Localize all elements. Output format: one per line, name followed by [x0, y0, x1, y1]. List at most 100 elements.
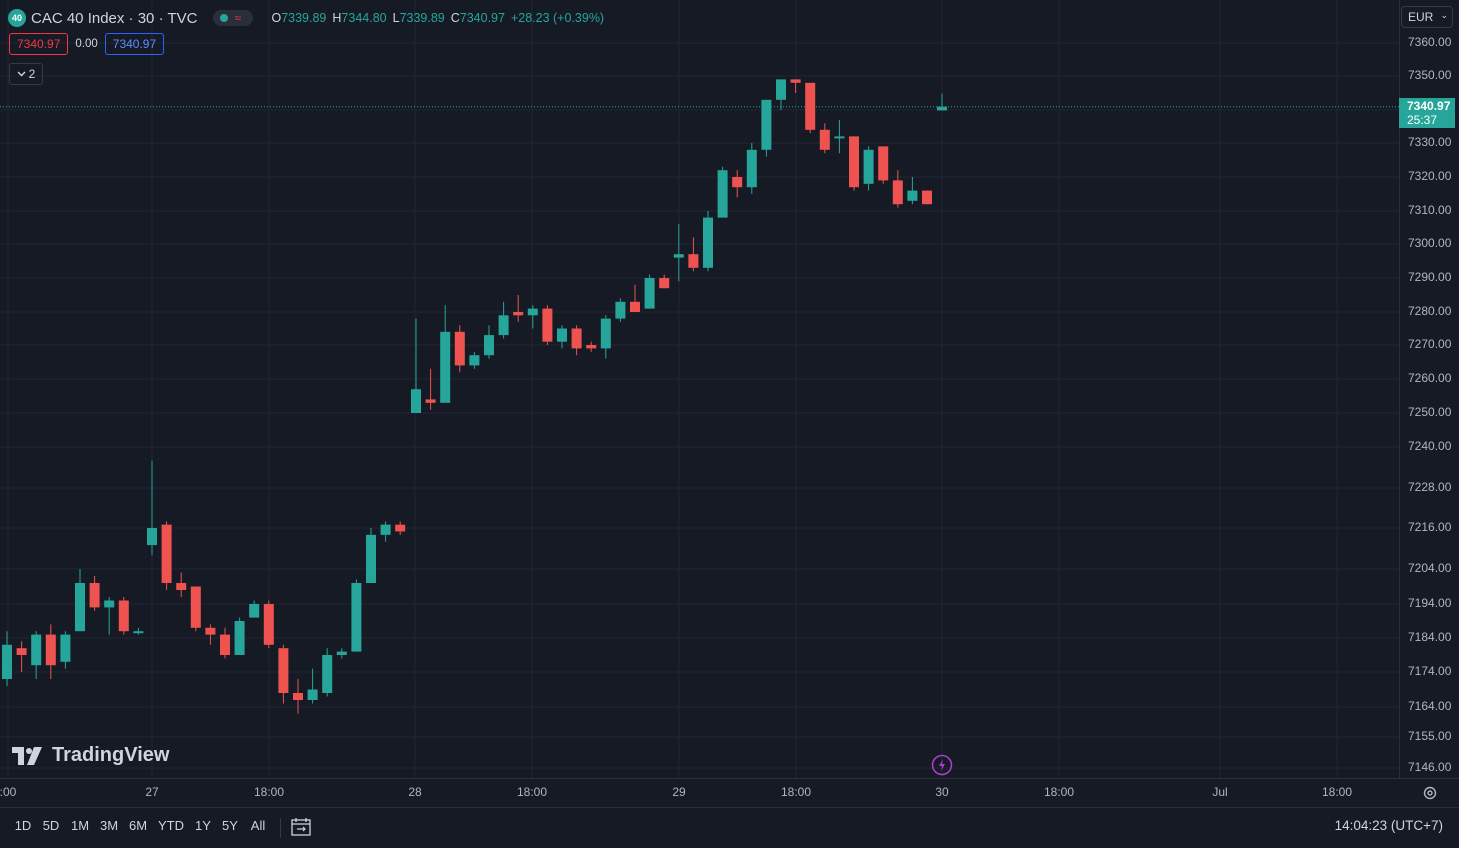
candle-body — [161, 524, 172, 583]
candle-body — [205, 627, 216, 635]
range-button-1d[interactable]: 1D — [14, 818, 32, 833]
tradingview-logo-icon — [12, 746, 42, 765]
price-tick-label: 7280.00 — [1408, 304, 1452, 318]
bar-countdown: 25:37 — [1407, 113, 1438, 127]
candle-body — [659, 278, 670, 289]
candle-body — [586, 345, 597, 349]
buy-button[interactable]: 7340.97 — [104, 33, 165, 55]
last-price-value: 7340.97 — [1407, 99, 1451, 113]
time-tick-label: 18:00 — [516, 785, 548, 799]
range-button-5y[interactable]: 5Y — [222, 818, 238, 833]
price-tick-label: 7320.00 — [1408, 169, 1452, 183]
candle-body — [118, 600, 129, 632]
price-tick-label: 7194.00 — [1408, 596, 1452, 610]
candle-body — [630, 301, 640, 312]
candle-body — [571, 328, 582, 349]
candle-body — [834, 136, 845, 139]
chart-pane[interactable] — [0, 0, 1399, 778]
candle-body — [190, 586, 201, 628]
candle-body — [498, 315, 509, 336]
candle-body — [307, 689, 318, 700]
time-tick-label: 30 — [935, 785, 949, 799]
price-tick-label: 7216.00 — [1408, 520, 1452, 534]
range-button-1y[interactable]: 1Y — [195, 818, 211, 833]
candle-body — [293, 693, 303, 700]
calendar-range-icon[interactable] — [290, 816, 312, 838]
range-button-5d[interactable]: 5D — [42, 818, 60, 833]
market-status-toggle[interactable]: ≈ — [213, 10, 254, 26]
buy-sell-panel: 7340.97 0.00 7340.97 — [9, 33, 165, 55]
candle-body — [278, 648, 289, 693]
clock-timezone[interactable]: 14:04:23 (UTC+7) — [1334, 818, 1443, 833]
toolbar-divider — [280, 818, 281, 838]
candle-body — [351, 583, 362, 652]
price-tick-label: 7250.00 — [1408, 405, 1452, 419]
time-tick-label: 18:00 — [1043, 785, 1075, 799]
market-open-dot-icon — [220, 14, 229, 22]
candle-body — [234, 621, 245, 655]
price-tick-label: 7290.00 — [1408, 270, 1452, 284]
price-tick-label: 7260.00 — [1408, 371, 1452, 385]
candle-body — [411, 389, 421, 413]
gear-icon[interactable] — [1421, 784, 1439, 802]
candle-body — [16, 648, 27, 655]
candle-body — [336, 651, 347, 655]
symbol-logo-icon: 40 — [8, 9, 26, 27]
waves-icon: ≈ — [234, 11, 242, 25]
candle-body — [104, 600, 115, 608]
candle-body — [380, 524, 391, 535]
price-tick-label: 7360.00 — [1408, 35, 1452, 49]
candle-body — [922, 190, 932, 205]
candle-body — [147, 528, 157, 546]
watermark-text: TradingView — [52, 744, 170, 766]
time-axis[interactable]: :00 27 18:00 28 18:00 29 18:00 30 18:00 Jul 18:00 — [0, 778, 1459, 807]
price-tick-label: 7300.00 — [1408, 236, 1452, 250]
tradingview-watermark[interactable]: TradingView — [12, 744, 169, 767]
price-tick-label: 7155.00 — [1408, 729, 1452, 743]
range-button-3m[interactable]: 3M — [99, 818, 119, 833]
time-tick-label: 18:00 — [253, 785, 285, 799]
time-tick-label: :00 — [0, 785, 17, 799]
high-label: H — [332, 11, 342, 25]
sell-button[interactable]: 7340.97 — [9, 33, 69, 55]
symbol-title[interactable]: CAC 40 Index · 30 · TVC — [31, 9, 198, 27]
time-tick-label: Jul — [1212, 785, 1228, 799]
currency-select[interactable]: EUR ⌄ — [1401, 6, 1453, 28]
candle-body — [600, 318, 611, 349]
price-tick-label: 7330.00 — [1408, 135, 1452, 149]
time-tick-label: 29 — [672, 785, 686, 799]
candle-body — [249, 604, 260, 618]
range-button-6m[interactable]: 6M — [128, 818, 148, 833]
candle-body — [557, 328, 567, 342]
candle-body — [863, 149, 874, 184]
change-value: +28.23 (+0.39%) — [510, 11, 605, 25]
candle-body — [484, 335, 494, 356]
symbol-legend: 40 CAC 40 Index · 30 · TVC ≈ O7339.89 H7… — [8, 7, 604, 29]
time-tick-label: 28 — [408, 785, 422, 799]
lightning-event-icon[interactable] — [931, 754, 953, 776]
range-button-ytd[interactable]: YTD — [158, 818, 184, 833]
price-tick-label: 7350.00 — [1408, 68, 1452, 82]
candle-body — [761, 99, 772, 150]
open-label: O — [271, 11, 282, 25]
time-tick-label: 18:00 — [1321, 785, 1353, 799]
range-button-all[interactable]: All — [250, 818, 266, 833]
candle-body — [176, 583, 187, 590]
price-chart[interactable] — [0, 0, 1399, 778]
candle-body — [75, 583, 85, 632]
candle-body — [425, 399, 436, 403]
candle-body — [513, 312, 524, 316]
range-button-1m[interactable]: 1M — [70, 818, 90, 833]
price-tick-label: 7146.00 — [1408, 760, 1452, 774]
bottom-toolbar: 14:04:23 (UTC+7) 1D 5D 1M 3M 6M YTD 1Y 5Y All — [0, 807, 1459, 848]
price-tick-label: 7240.00 — [1408, 439, 1452, 453]
candle-body — [615, 301, 626, 319]
indicators-collapse-button[interactable]: 2 — [9, 63, 43, 85]
candle-body — [688, 254, 699, 268]
candle-body — [454, 331, 465, 366]
price-axis[interactable]: 7360.007350.007340.007330.007320.007310.… — [1399, 0, 1459, 778]
candle-body — [746, 149, 757, 188]
open-value: 7339.89 — [281, 11, 327, 25]
candle-body — [322, 655, 333, 693]
chevron-down-icon: ⌄ — [1440, 10, 1448, 20]
